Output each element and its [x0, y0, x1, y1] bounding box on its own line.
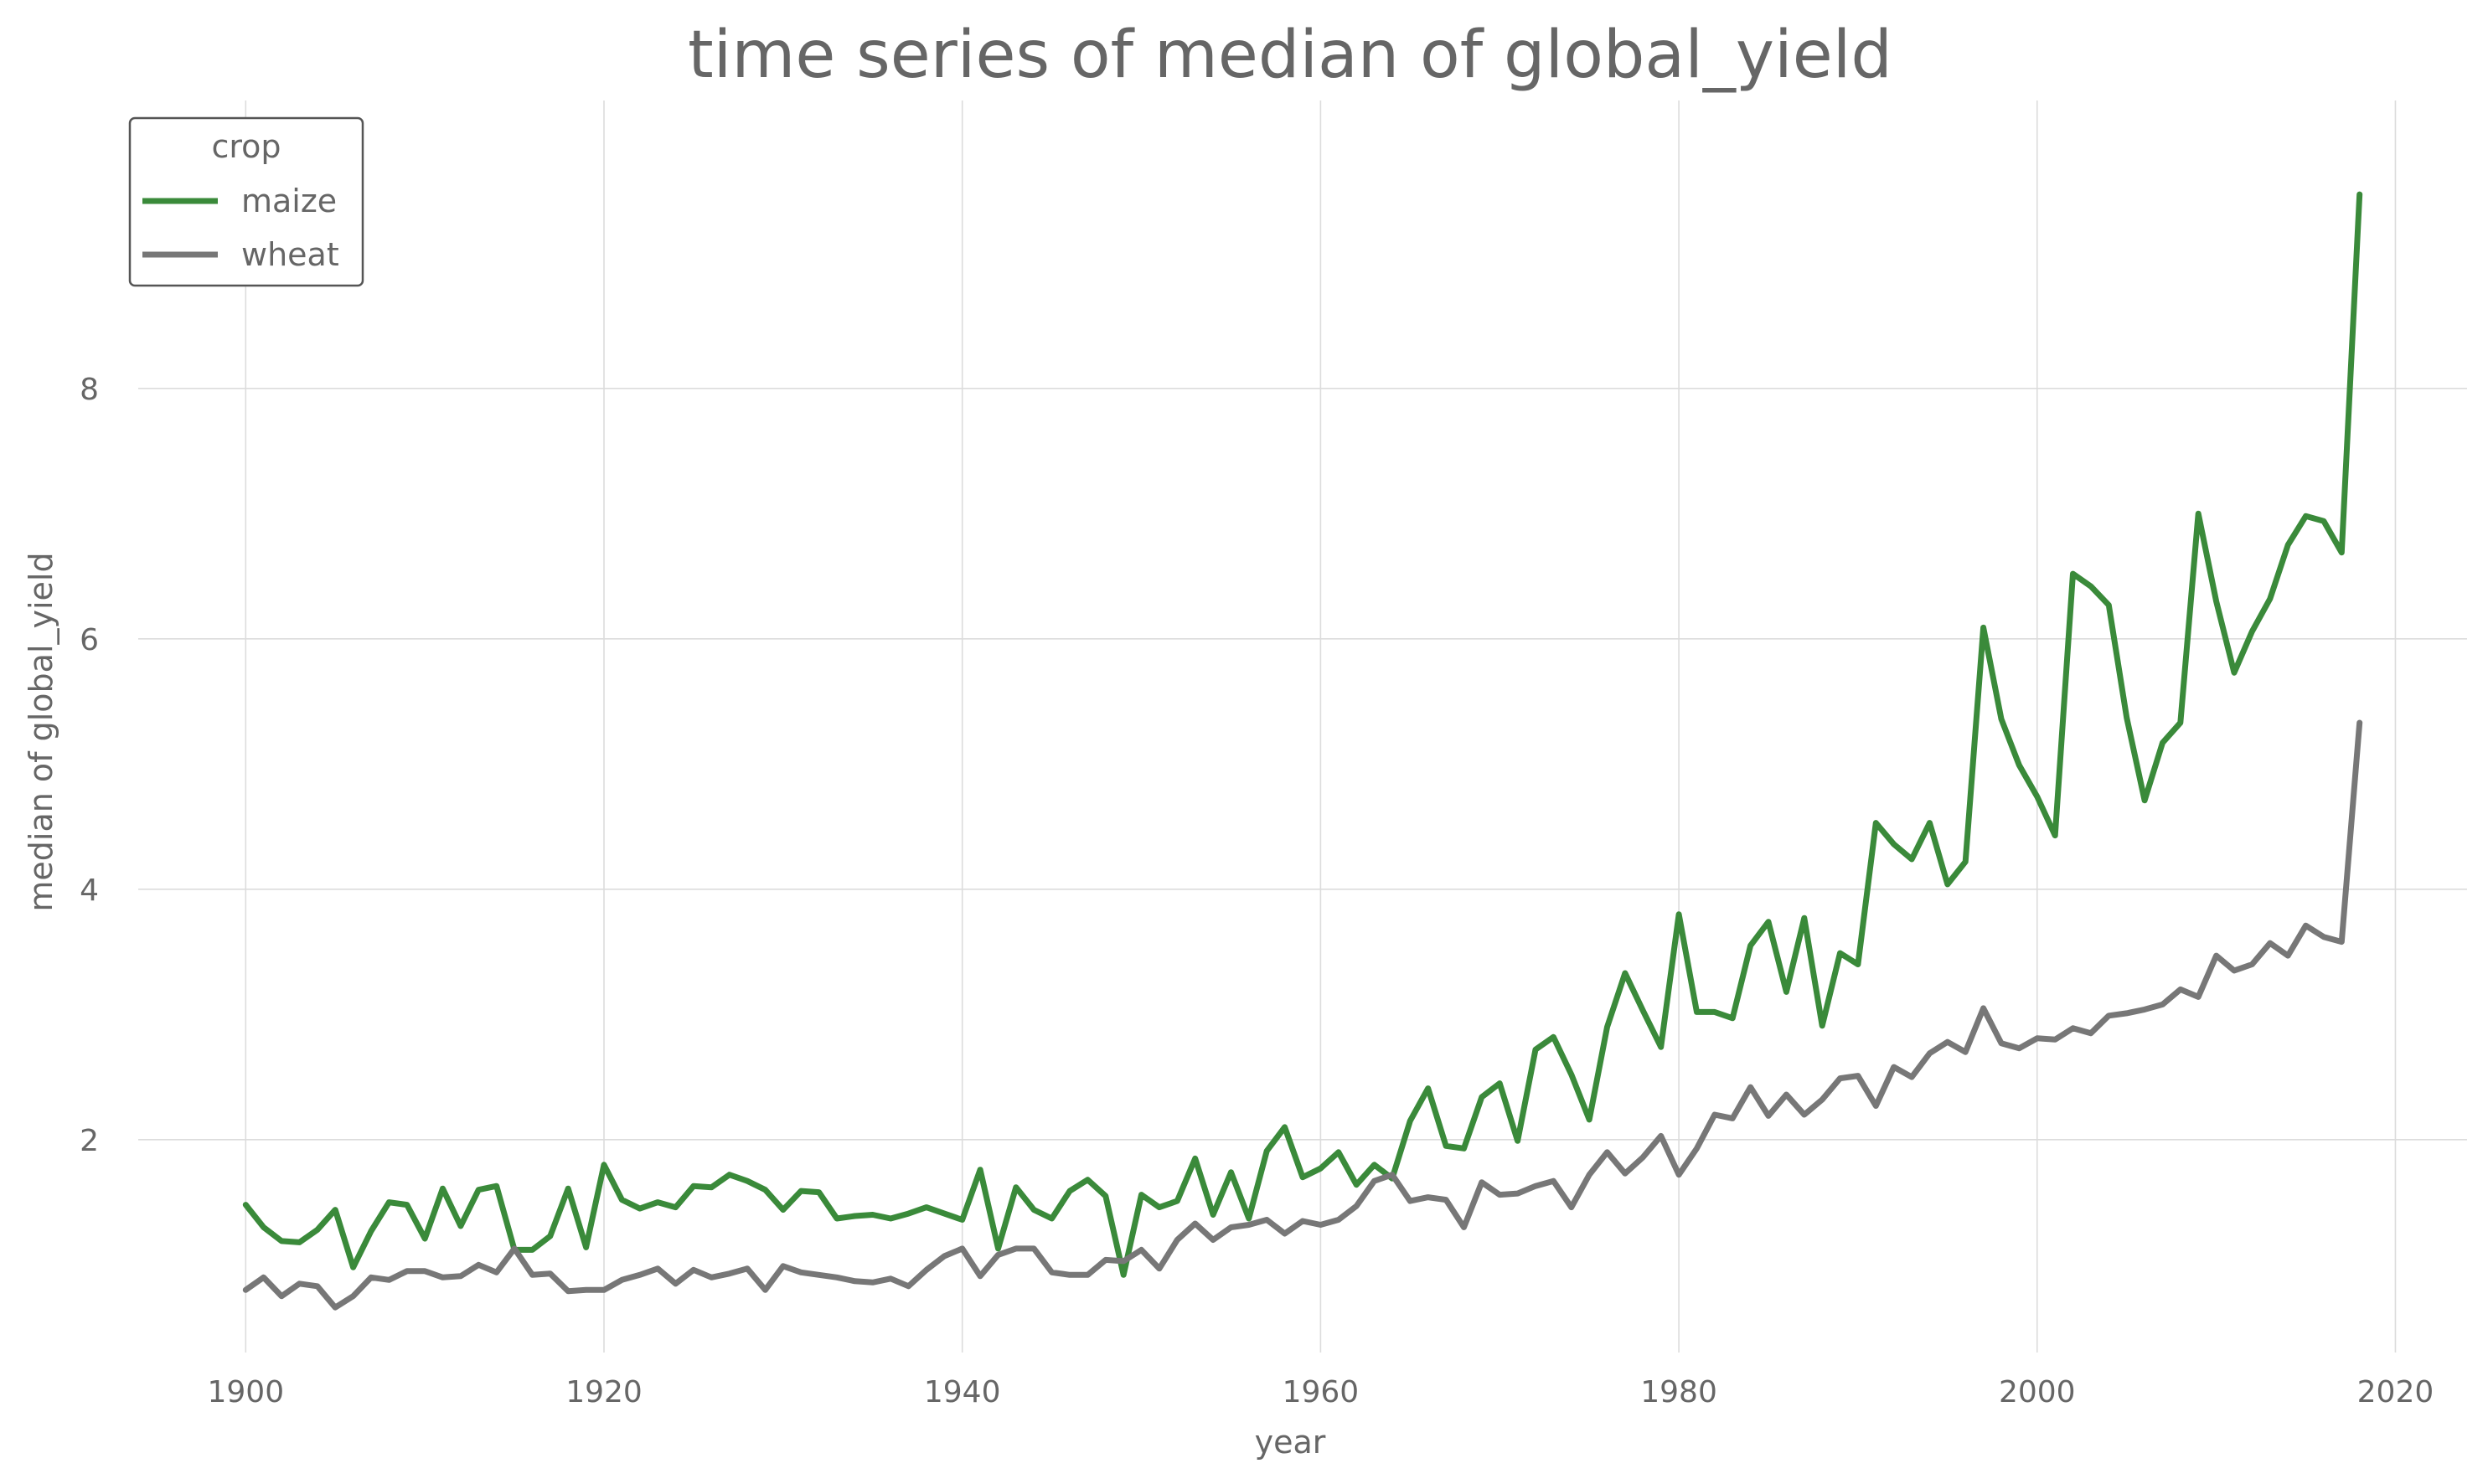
- x-axis-label: year: [1255, 1424, 1326, 1461]
- legend-title: crop: [211, 128, 281, 165]
- legend: crop maize wheat: [128, 116, 364, 287]
- x-tick-label: 1920: [565, 1375, 643, 1409]
- y-axis-label: median of global_yield: [23, 552, 59, 911]
- x-tick-label: 1900: [207, 1375, 284, 1409]
- legend-items: maize wheat: [142, 183, 339, 273]
- x-tick-label: 2000: [1999, 1375, 2076, 1409]
- x-tick-label: 1980: [1640, 1375, 1717, 1409]
- x-tick-label: 1960: [1283, 1375, 1360, 1409]
- grid: [138, 100, 2467, 1353]
- series-lines: [242, 191, 2363, 1311]
- axis-ticks: 1900 1920 1940 1960 1980 2000 2020 2 4 6 8: [80, 373, 2434, 1409]
- y-tick-label: 2: [80, 1124, 99, 1158]
- series-line-wheat: [242, 719, 2363, 1311]
- legend-box: [128, 116, 364, 287]
- x-tick-label: 2020: [2357, 1375, 2434, 1409]
- y-tick-label: 6: [80, 623, 99, 657]
- legend-label-maize: maize: [241, 183, 337, 219]
- y-tick-label: 8: [80, 373, 99, 407]
- series-line-maize: [242, 191, 2363, 1278]
- x-tick-label: 1940: [924, 1375, 1001, 1409]
- chart-title: time series of median of global_yield: [688, 18, 1892, 93]
- legend-label-wheat: wheat: [241, 236, 339, 273]
- y-tick-label: 4: [80, 873, 99, 908]
